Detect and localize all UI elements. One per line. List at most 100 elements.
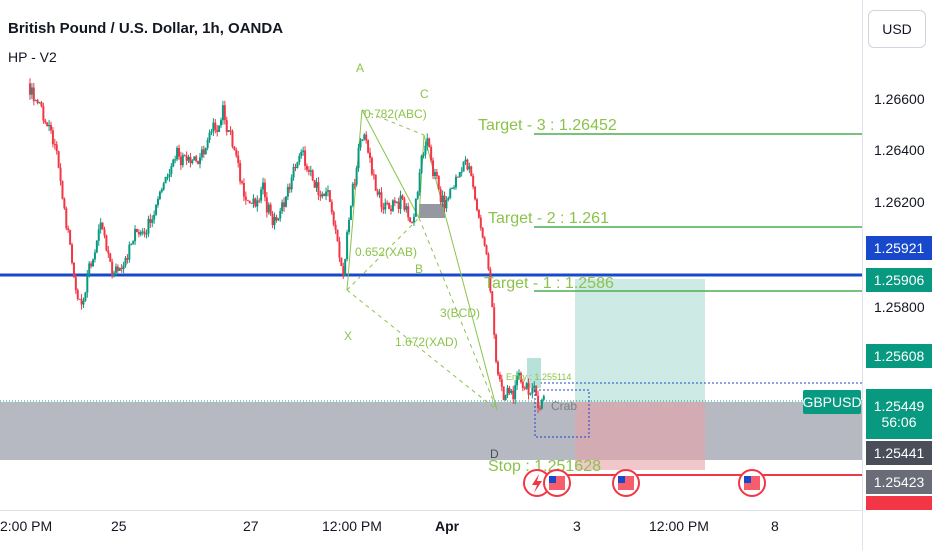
price-tag-blue-1: 1.25921: [866, 236, 932, 260]
candle-body: [246, 199, 249, 201]
candle-body: [344, 259, 347, 276]
candle-body: [105, 235, 108, 251]
chart-area[interactable]: A C B X D 0.782(ABC) 0.652(XAB) 3(BCD) 1…: [0, 0, 862, 510]
candle-body: [124, 258, 127, 266]
candle-body: [74, 277, 77, 291]
candle-body: [241, 181, 244, 184]
candle-body: [164, 176, 167, 184]
price-tag-green-1: 1.25906: [866, 268, 932, 292]
bar-countdown: 56:06: [881, 414, 917, 430]
candle-body: [416, 192, 419, 199]
candle-body: [134, 228, 137, 242]
candle-body: [412, 216, 415, 223]
candle-body: [95, 240, 98, 253]
candle-body: [527, 383, 530, 395]
currency-button[interactable]: USD: [868, 10, 926, 48]
candle-body: [319, 194, 322, 197]
candle-body: [407, 206, 410, 218]
candle-body: [118, 267, 121, 271]
time-label-2: 25: [111, 518, 127, 534]
candle-body: [367, 140, 370, 153]
candle-body: [67, 228, 70, 231]
candle-body: [46, 122, 49, 127]
candle-body: [424, 145, 427, 155]
candle-body: [220, 120, 223, 126]
candle-body: [107, 250, 110, 254]
candle-body: [29, 83, 31, 95]
point-x-label: X: [344, 329, 352, 343]
candle-body: [120, 267, 123, 270]
candle-body: [208, 132, 211, 141]
candle-body: [221, 105, 224, 121]
candle-body: [168, 173, 171, 177]
candle-body: [149, 218, 152, 223]
candle-body: [216, 129, 219, 132]
candle-body: [496, 361, 499, 375]
candle-body: [80, 299, 83, 305]
candle-body: [309, 170, 312, 172]
candle-body: [197, 161, 200, 164]
candle-body: [93, 252, 96, 260]
candle-body: [414, 198, 417, 217]
pattern-xa-line: [346, 109, 363, 291]
candle-body: [302, 150, 305, 152]
candle-body: [179, 156, 182, 166]
candle-body: [447, 197, 450, 200]
candle-body: [109, 253, 112, 262]
candle-body: [61, 181, 64, 199]
candle-body: [304, 150, 307, 166]
candle-body: [256, 200, 259, 207]
candle-body: [116, 266, 119, 271]
candle-body: [435, 172, 438, 177]
candle-body: [483, 237, 486, 246]
indicator-label[interactable]: HP - V2: [8, 49, 57, 65]
candle-body: [462, 161, 465, 172]
candle-body: [225, 120, 228, 133]
candle-body: [227, 130, 230, 133]
candle-body: [405, 206, 408, 210]
ratio-xad-label: 1.672(XAD): [395, 335, 458, 349]
candle-body: [103, 229, 106, 236]
candle-body: [72, 262, 75, 278]
candle-body: [361, 139, 364, 142]
candle-body: [332, 212, 335, 225]
candle-body: [277, 218, 280, 221]
candle-body: [531, 388, 534, 394]
candle-body: [449, 188, 452, 198]
pattern-xb-line: [346, 217, 420, 291]
candle-body: [540, 399, 543, 409]
candle-body: [393, 200, 396, 203]
candle-body: [233, 146, 236, 150]
candle-body: [193, 156, 196, 161]
time-label-3: 27: [243, 518, 259, 534]
candle-body: [155, 205, 158, 215]
candle-body: [535, 385, 538, 396]
event-icons[interactable]: [523, 469, 766, 497]
price-chart[interactable]: A C B X D 0.782(ABC) 0.652(XAB) 3(BCD) 1…: [0, 0, 862, 510]
candle-body: [495, 334, 498, 362]
candle-body: [218, 125, 221, 132]
candle-body: [403, 198, 406, 210]
candle-body: [491, 291, 494, 308]
candle-body: [237, 155, 240, 163]
time-scale[interactable]: [0, 510, 862, 550]
candle-body: [519, 372, 522, 383]
candle-body: [50, 124, 53, 131]
candle-body: [328, 190, 331, 202]
candle-body: [174, 159, 177, 161]
candle-body: [292, 166, 295, 178]
candle-body: [493, 307, 496, 335]
gray-zone: [0, 402, 862, 460]
candle-body: [147, 218, 150, 234]
candle-body: [523, 387, 526, 389]
candle-body: [426, 138, 429, 146]
entry-highlight: [527, 358, 541, 388]
candle-body: [254, 198, 257, 207]
ratio-xab-label: 0.652(XAB): [355, 245, 417, 259]
candle-body: [229, 130, 232, 132]
pattern-bc-line: [418, 134, 425, 219]
target2-label: Target - 2 : 1.261: [488, 210, 609, 227]
candle-body: [156, 199, 159, 206]
pattern-ac-line: [361, 109, 425, 136]
candle-body: [418, 172, 421, 193]
